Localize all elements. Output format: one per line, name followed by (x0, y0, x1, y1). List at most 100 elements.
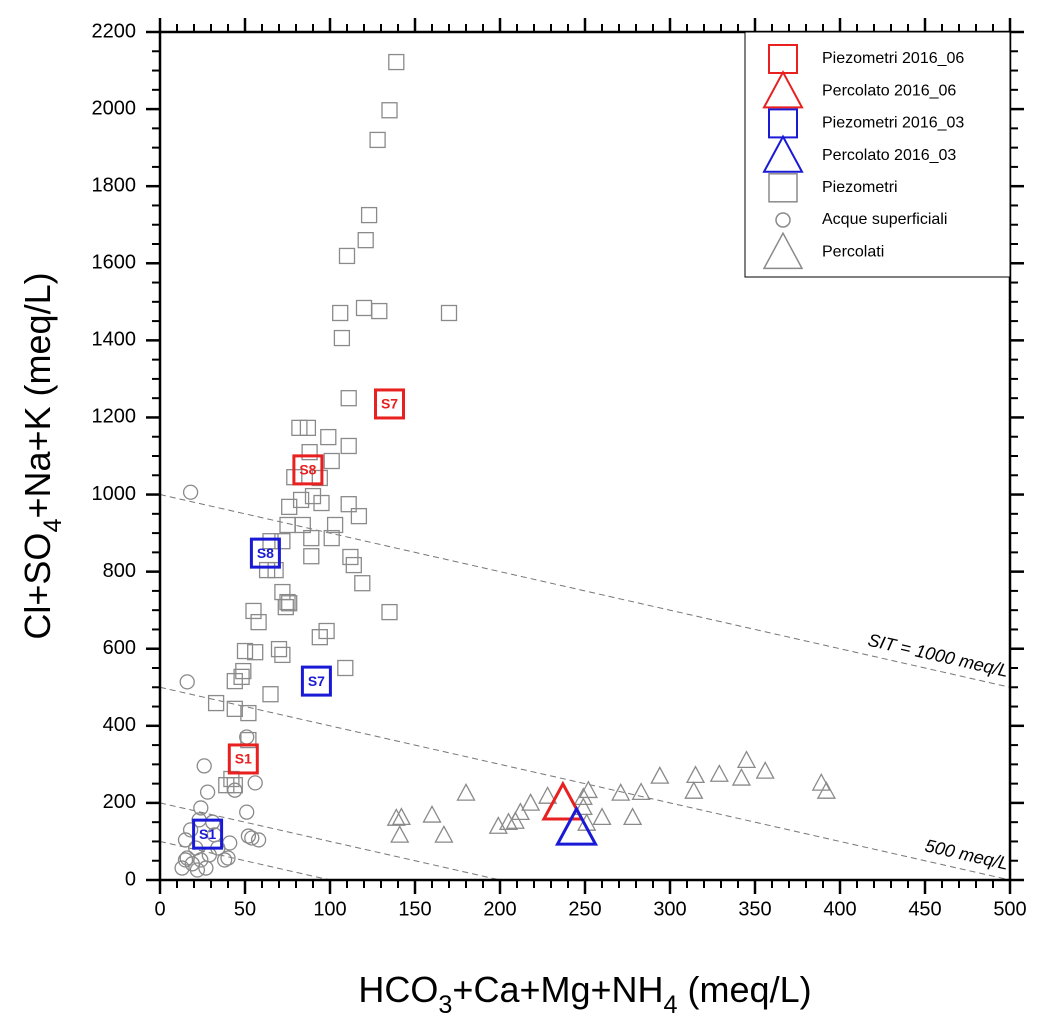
point-square (236, 642, 254, 660)
y-tick-label: 800 (103, 560, 136, 582)
y-tick-label: 1400 (92, 329, 137, 351)
y-tick-label: 2200 (92, 20, 137, 42)
point-square (311, 629, 328, 646)
point-square (340, 496, 357, 513)
point-circle (174, 860, 190, 876)
point-circle (189, 862, 206, 878)
point-square (292, 454, 324, 486)
point-square (235, 662, 252, 680)
point-triangle (736, 750, 757, 768)
legend-label: Percolato 2016_03 (822, 147, 956, 164)
point-circle (239, 804, 255, 820)
point-square (226, 700, 243, 718)
point-triangle (521, 793, 541, 811)
point-square (279, 516, 296, 534)
point-square (333, 329, 351, 347)
point-triangle (650, 766, 670, 784)
point-circle (196, 758, 212, 774)
point-label: S8 (299, 462, 316, 478)
point-square (281, 498, 298, 516)
point-square (300, 665, 332, 697)
reference-line-label: 500 meq/L (923, 835, 1010, 873)
y-tick-label: 1800 (92, 174, 137, 196)
point-label: S7 (308, 673, 325, 689)
point-square (332, 304, 349, 322)
point-triangle (541, 780, 585, 821)
point-square (207, 694, 225, 712)
point-triangle (731, 767, 751, 786)
point-circle (227, 782, 243, 798)
y-tick-label: 0 (125, 868, 136, 890)
x-tick-label: 250 (568, 898, 601, 920)
x-tick-label: 150 (398, 898, 431, 920)
point-square (340, 390, 357, 407)
point-triangle (755, 761, 775, 779)
point-triangle (554, 805, 599, 846)
point-square (360, 206, 378, 224)
x-tick-label: 0 (154, 898, 165, 920)
x-tick-label: 200 (483, 898, 516, 920)
point-triangle (498, 812, 519, 831)
point-square (279, 593, 296, 611)
point-triangle (592, 807, 612, 826)
point-triangle (434, 825, 454, 843)
point-label: S1 (235, 751, 252, 767)
legend-label: Percolati (822, 243, 884, 260)
point-circle (199, 784, 216, 800)
point-triangle (390, 825, 410, 843)
x-tick-label: 500 (993, 898, 1026, 920)
point-triangle (505, 811, 525, 829)
point-square (340, 437, 357, 455)
point-square (440, 304, 458, 322)
point-square (338, 247, 356, 265)
point-square (323, 529, 340, 547)
point-square (227, 743, 259, 775)
reference-line (160, 686, 1010, 880)
point-triangle (762, 231, 804, 270)
point-square (354, 575, 371, 592)
y-tick-label: 1000 (92, 483, 137, 505)
point-circle (244, 830, 260, 846)
point-triangle (510, 802, 530, 821)
point-triangle (386, 808, 406, 826)
reference-line-label: SIT = 1000 meq/L (866, 630, 1010, 681)
point-square (318, 622, 335, 640)
point-square (262, 686, 279, 703)
point-triangle (573, 797, 593, 816)
point-label: S7 (381, 396, 398, 412)
x-tick-label: 100 (313, 898, 346, 920)
point-square (226, 672, 243, 690)
point-square (249, 537, 281, 569)
point-square (768, 173, 798, 203)
y-tick-label: 400 (103, 714, 136, 736)
point-triangle (391, 807, 411, 826)
point-square (247, 644, 264, 661)
point-square (320, 428, 337, 446)
point-triangle (684, 781, 704, 799)
x-tick-label: 400 (823, 898, 856, 920)
point-triangle (762, 134, 804, 173)
reference-line (160, 494, 1010, 688)
y-tick-label: 600 (103, 637, 136, 659)
point-square (218, 777, 235, 794)
x-tick-label: 300 (653, 898, 686, 920)
point-square (294, 516, 311, 534)
point-square (274, 583, 291, 601)
point-triangle (538, 786, 558, 804)
point-square (303, 548, 320, 565)
point-square (381, 102, 398, 119)
point-circle (250, 832, 267, 848)
point-square (345, 556, 362, 574)
point-square (250, 613, 267, 631)
point-square (233, 668, 250, 686)
point-triangle (685, 765, 706, 784)
point-circle (240, 828, 257, 844)
point-circle (193, 800, 209, 816)
reference-line (160, 840, 331, 880)
point-triangle (611, 783, 631, 801)
point-square (313, 494, 330, 512)
point-circle (205, 814, 221, 830)
legend-label: Acque superficiali (822, 211, 947, 228)
point-square (192, 818, 224, 850)
point-square (270, 640, 288, 658)
